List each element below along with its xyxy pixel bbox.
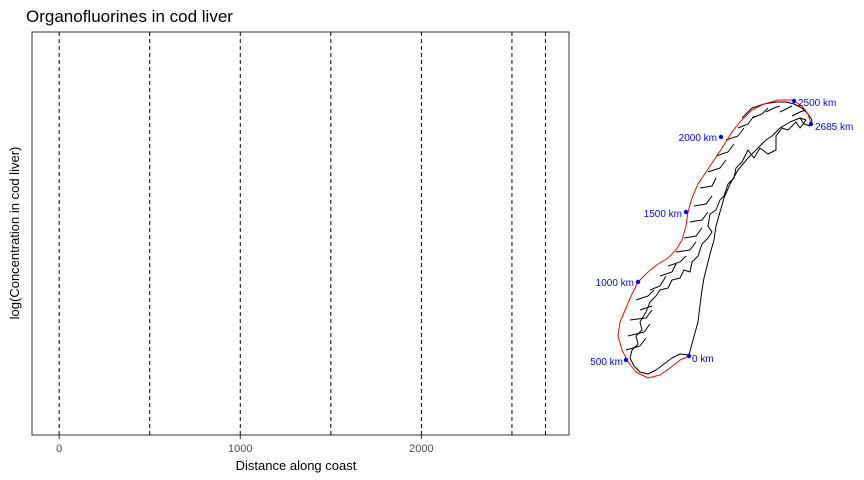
map-point-label: 0 km — [692, 354, 714, 365]
map-point-label: 2685 km — [815, 122, 853, 133]
map-point — [686, 353, 692, 359]
norway-coastline — [629, 117, 807, 375]
map-point — [718, 134, 724, 140]
coastal-route — [617, 99, 812, 379]
norway-map: 0 km 500 km 1000 km 1500 km 2000 km 2500 km 26… — [590, 98, 853, 379]
x-tick-label: 1000 — [228, 443, 252, 455]
map-point-label: 2000 km — [679, 133, 717, 144]
map-point — [808, 121, 814, 127]
x-tick-label: 2000 — [409, 443, 433, 455]
y-axis-title: log(Concentration in cod liver) — [7, 147, 22, 320]
x-axis-ticks: 0 1000 2000 — [56, 435, 434, 455]
plot-panel — [31, 31, 570, 436]
map-point — [623, 357, 629, 363]
map-point — [635, 279, 641, 285]
x-tick-label: 0 — [56, 443, 62, 455]
map-points: 0 km 500 km 1000 km 1500 km 2000 km 2500 km 26… — [590, 98, 853, 368]
map-point-label: 1000 km — [596, 278, 634, 289]
map-point-label: 2500 km — [798, 98, 836, 109]
map-point-label: 1500 km — [644, 209, 682, 220]
x-axis-title: Distance along coast — [236, 458, 357, 473]
map-point-label: 500 km — [590, 357, 623, 368]
map-point — [791, 98, 797, 104]
map-point — [683, 209, 689, 215]
chart-title: Organofluorines in cod liver — [26, 7, 233, 26]
norway-fjords — [625, 105, 807, 351]
